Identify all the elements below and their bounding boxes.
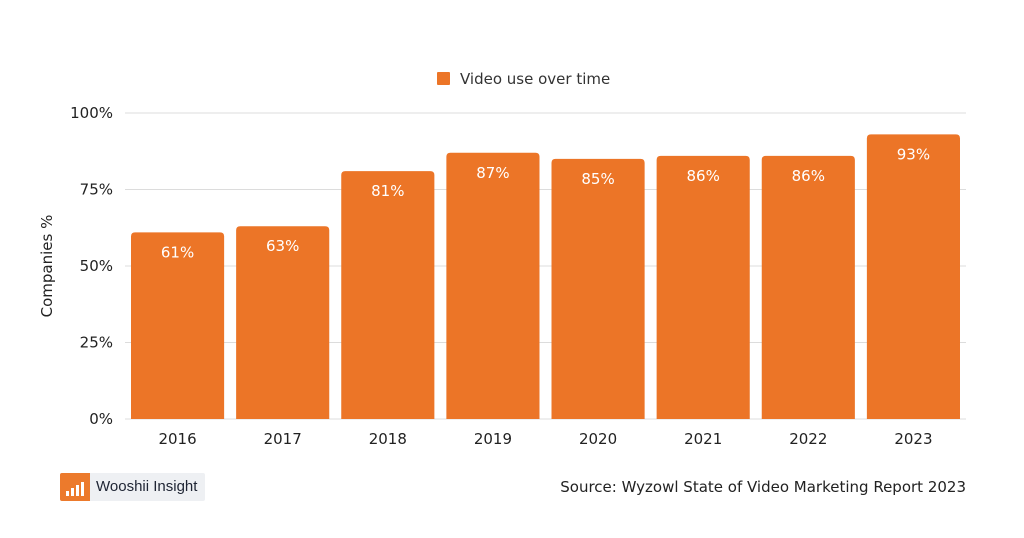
x-tick-label: 2017 xyxy=(264,430,302,448)
legend: Video use over time xyxy=(437,70,610,88)
data-label: 86% xyxy=(687,167,720,185)
x-tick-label: 2018 xyxy=(369,430,407,448)
bar xyxy=(866,134,960,420)
brand-name: Wooshii Insight xyxy=(96,478,198,495)
legend-swatch xyxy=(437,72,450,85)
x-tick-label: 2019 xyxy=(474,430,512,448)
data-label: 93% xyxy=(897,145,930,163)
y-tick-label: 0% xyxy=(89,410,113,428)
y-tick-label: 75% xyxy=(80,181,113,199)
data-label: 81% xyxy=(371,182,404,200)
source-note: Source: Wyzowl State of Video Marketing … xyxy=(560,478,966,496)
bar-chart-icon xyxy=(60,473,90,501)
bar xyxy=(446,152,540,419)
x-axis-ticks: 2016 2017 2018 2019 2020 2021 2022 2023 xyxy=(158,430,932,448)
x-tick-label: 2022 xyxy=(789,430,827,448)
data-label: 87% xyxy=(476,164,509,182)
x-tick-label: 2023 xyxy=(894,430,932,448)
x-tick-label: 2016 xyxy=(158,430,196,448)
x-tick-label: 2020 xyxy=(579,430,617,448)
brand-logo: Wooshii Insight xyxy=(60,473,206,501)
data-label: 63% xyxy=(266,237,299,255)
bar xyxy=(341,171,435,419)
legend-label: Video use over time xyxy=(460,70,610,88)
data-label: 85% xyxy=(581,170,614,188)
data-label: 61% xyxy=(161,243,194,261)
bar xyxy=(131,232,225,419)
y-axis-label: Companies % xyxy=(38,215,56,318)
y-axis-ticks: 0% 25% 50% 75% 100% xyxy=(70,104,113,428)
bars xyxy=(131,134,960,420)
y-tick-label: 50% xyxy=(80,257,113,275)
data-labels: 61% 63% 81% 87% 85% 86% 86% 93% xyxy=(161,145,930,261)
y-tick-label: 100% xyxy=(70,104,113,122)
y-tick-label: 25% xyxy=(80,334,113,352)
bar xyxy=(236,226,330,419)
x-tick-label: 2021 xyxy=(684,430,722,448)
bar xyxy=(551,158,645,419)
bar xyxy=(761,155,855,419)
data-label: 86% xyxy=(792,167,825,185)
bar xyxy=(656,155,750,419)
